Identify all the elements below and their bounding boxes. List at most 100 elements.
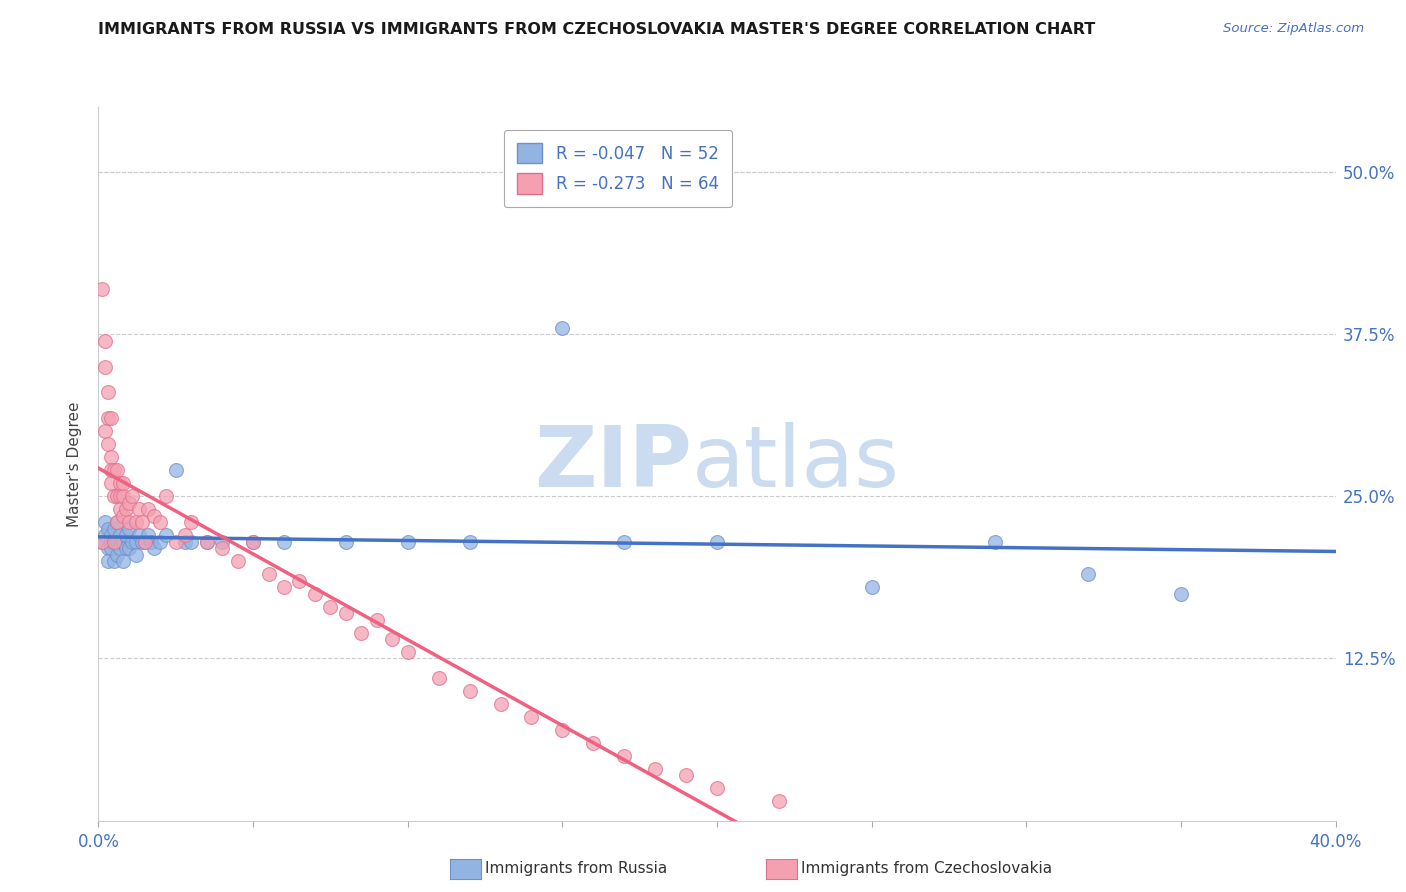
Point bbox=[180, 515, 202, 529]
Point bbox=[97, 522, 120, 536]
Point bbox=[165, 534, 187, 549]
Text: IMMIGRANTS FROM RUSSIA VS IMMIGRANTS FROM CZECHOSLOVAKIA MASTER'S DEGREE CORRELA: IMMIGRANTS FROM RUSSIA VS IMMIGRANTS FRO… bbox=[98, 22, 1095, 37]
Point bbox=[118, 541, 141, 556]
Point bbox=[613, 534, 636, 549]
Point bbox=[105, 463, 128, 477]
Point bbox=[396, 645, 419, 659]
Point bbox=[551, 320, 574, 334]
Point bbox=[112, 489, 135, 503]
Point bbox=[103, 463, 125, 477]
Point bbox=[134, 534, 156, 549]
Point bbox=[149, 515, 172, 529]
Point bbox=[115, 528, 138, 542]
Point bbox=[427, 671, 450, 685]
Point bbox=[350, 625, 373, 640]
Point bbox=[458, 534, 481, 549]
Point bbox=[195, 534, 218, 549]
Point bbox=[226, 554, 249, 568]
Point bbox=[100, 528, 122, 542]
Point bbox=[520, 710, 543, 724]
Point bbox=[108, 476, 131, 491]
Point bbox=[93, 515, 115, 529]
Point bbox=[97, 541, 120, 556]
Point bbox=[211, 541, 233, 556]
Point bbox=[174, 528, 197, 542]
Text: ZIP: ZIP bbox=[534, 422, 692, 506]
Point bbox=[97, 411, 120, 425]
Point bbox=[112, 476, 135, 491]
Point bbox=[768, 794, 790, 808]
Point bbox=[128, 502, 150, 516]
Point bbox=[115, 502, 138, 516]
Point bbox=[100, 476, 122, 491]
Point bbox=[103, 534, 125, 549]
Point bbox=[381, 632, 404, 646]
Point bbox=[551, 723, 574, 737]
Point bbox=[118, 522, 141, 536]
Text: atlas: atlas bbox=[692, 422, 900, 506]
Point bbox=[131, 515, 153, 529]
Point bbox=[165, 463, 187, 477]
Point bbox=[143, 508, 166, 523]
Point bbox=[118, 515, 141, 529]
Point bbox=[100, 541, 122, 556]
Point bbox=[1077, 567, 1099, 582]
Text: Immigrants from Czechoslovakia: Immigrants from Czechoslovakia bbox=[801, 862, 1053, 876]
Point bbox=[174, 534, 197, 549]
Point bbox=[108, 534, 131, 549]
Point bbox=[103, 522, 125, 536]
Point bbox=[335, 534, 357, 549]
Point bbox=[100, 463, 122, 477]
Point bbox=[458, 684, 481, 698]
Point bbox=[108, 502, 131, 516]
Point bbox=[304, 586, 326, 600]
Point bbox=[136, 502, 159, 516]
Point bbox=[319, 599, 342, 614]
Point bbox=[105, 515, 128, 529]
Point bbox=[273, 580, 295, 594]
Point bbox=[155, 528, 177, 542]
Point bbox=[103, 534, 125, 549]
Point bbox=[366, 613, 388, 627]
Point bbox=[644, 762, 666, 776]
Point bbox=[582, 736, 605, 750]
Point bbox=[143, 541, 166, 556]
Point bbox=[675, 768, 697, 782]
Point bbox=[90, 534, 112, 549]
Point bbox=[335, 606, 357, 620]
Point bbox=[108, 489, 131, 503]
Point bbox=[273, 534, 295, 549]
Point bbox=[613, 748, 636, 763]
Y-axis label: Master's Degree: Master's Degree bbox=[67, 401, 83, 526]
Point bbox=[103, 489, 125, 503]
Point bbox=[124, 534, 146, 549]
Legend: R = -0.047   N = 52, R = -0.273   N = 64: R = -0.047 N = 52, R = -0.273 N = 64 bbox=[505, 129, 733, 207]
Point bbox=[131, 534, 153, 549]
Point bbox=[257, 567, 280, 582]
Point bbox=[93, 425, 115, 439]
Point bbox=[124, 548, 146, 562]
Point bbox=[288, 574, 311, 588]
Point bbox=[97, 437, 120, 451]
Point bbox=[128, 528, 150, 542]
Point bbox=[93, 359, 115, 374]
Point bbox=[103, 554, 125, 568]
Point bbox=[1170, 586, 1192, 600]
Point bbox=[984, 534, 1007, 549]
Point bbox=[105, 515, 128, 529]
Text: Source: ZipAtlas.com: Source: ZipAtlas.com bbox=[1223, 22, 1364, 36]
Point bbox=[180, 534, 202, 549]
Point bbox=[121, 534, 143, 549]
Point bbox=[139, 534, 162, 549]
Point bbox=[155, 489, 177, 503]
Point bbox=[97, 554, 120, 568]
Point bbox=[860, 580, 883, 594]
Point bbox=[97, 385, 120, 400]
Point bbox=[706, 781, 728, 796]
Point bbox=[242, 534, 264, 549]
Point bbox=[93, 528, 115, 542]
Text: Immigrants from Russia: Immigrants from Russia bbox=[485, 862, 668, 876]
Point bbox=[90, 282, 112, 296]
Point bbox=[105, 489, 128, 503]
Point bbox=[93, 334, 115, 348]
